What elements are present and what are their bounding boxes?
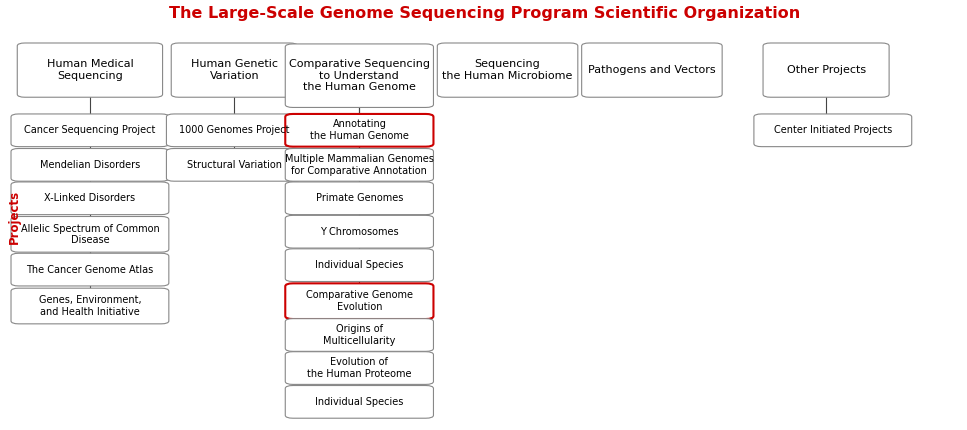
Text: Genes, Environment,
and Health Initiative: Genes, Environment, and Health Initiativ… xyxy=(39,295,141,317)
FancyBboxPatch shape xyxy=(11,114,169,147)
FancyBboxPatch shape xyxy=(285,148,433,181)
FancyBboxPatch shape xyxy=(285,215,433,248)
Text: Other Projects: Other Projects xyxy=(786,65,865,75)
FancyBboxPatch shape xyxy=(437,43,578,97)
Text: Evolution of
the Human Proteome: Evolution of the Human Proteome xyxy=(308,357,412,379)
Text: Annotating
the Human Genome: Annotating the Human Genome xyxy=(310,120,409,141)
FancyBboxPatch shape xyxy=(11,148,169,181)
FancyBboxPatch shape xyxy=(166,114,302,147)
Text: Pathogens and Vectors: Pathogens and Vectors xyxy=(588,65,716,75)
Text: Sequencing
the Human Microbiome: Sequencing the Human Microbiome xyxy=(442,59,572,81)
FancyBboxPatch shape xyxy=(285,114,433,147)
FancyBboxPatch shape xyxy=(285,319,433,351)
FancyBboxPatch shape xyxy=(754,114,912,147)
FancyBboxPatch shape xyxy=(285,182,433,215)
Text: Human Medical
Sequencing: Human Medical Sequencing xyxy=(46,59,133,81)
Text: Cancer Sequencing Project: Cancer Sequencing Project xyxy=(24,125,156,135)
Text: Projects: Projects xyxy=(9,190,21,244)
Text: The Large-Scale Genome Sequencing Program Scientific Organization: The Large-Scale Genome Sequencing Progra… xyxy=(169,6,800,21)
FancyBboxPatch shape xyxy=(582,43,722,97)
Text: Individual Species: Individual Species xyxy=(315,260,403,270)
Text: Center Initiated Projects: Center Initiated Projects xyxy=(774,125,892,135)
Text: Comparative Genome
Evolution: Comparative Genome Evolution xyxy=(306,290,413,312)
FancyBboxPatch shape xyxy=(285,283,433,319)
FancyBboxPatch shape xyxy=(11,216,169,252)
Text: X-Linked Disorders: X-Linked Disorders xyxy=(44,193,135,203)
Text: Comparative Sequencing
to Understand
the Human Genome: Comparative Sequencing to Understand the… xyxy=(289,59,430,92)
Text: Individual Species: Individual Species xyxy=(315,397,403,407)
FancyBboxPatch shape xyxy=(763,43,889,97)
Text: 1000 Genomes Project: 1000 Genomes Project xyxy=(179,125,289,135)
FancyBboxPatch shape xyxy=(285,249,433,282)
FancyBboxPatch shape xyxy=(166,148,302,181)
Text: Y Chromosomes: Y Chromosomes xyxy=(320,227,398,237)
Text: Mendelian Disorders: Mendelian Disorders xyxy=(40,160,140,170)
Text: Structural Variation: Structural Variation xyxy=(187,160,281,170)
FancyBboxPatch shape xyxy=(285,386,433,418)
Text: Origins of
Multicellularity: Origins of Multicellularity xyxy=(323,324,396,346)
Text: Primate Genomes: Primate Genomes xyxy=(315,193,403,203)
Text: Human Genetic
Variation: Human Genetic Variation xyxy=(190,59,278,81)
FancyBboxPatch shape xyxy=(285,44,433,108)
FancyBboxPatch shape xyxy=(11,253,169,286)
Text: Multiple Mammalian Genomes
for Comparative Annotation: Multiple Mammalian Genomes for Comparati… xyxy=(285,154,434,175)
Text: Allelic Spectrum of Common
Disease: Allelic Spectrum of Common Disease xyxy=(20,224,160,245)
FancyBboxPatch shape xyxy=(171,43,297,97)
FancyBboxPatch shape xyxy=(11,182,169,215)
Text: The Cancer Genome Atlas: The Cancer Genome Atlas xyxy=(26,264,154,275)
FancyBboxPatch shape xyxy=(11,288,169,324)
FancyBboxPatch shape xyxy=(285,352,433,384)
FancyBboxPatch shape xyxy=(17,43,162,97)
